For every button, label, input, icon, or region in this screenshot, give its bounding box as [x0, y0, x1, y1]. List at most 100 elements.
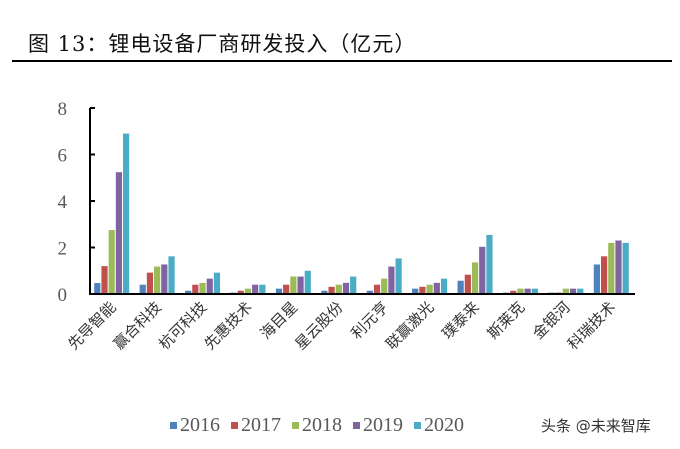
category-label: 先惠技术 [201, 298, 256, 353]
bar [524, 288, 531, 294]
bar [199, 282, 206, 294]
bar-group [230, 284, 266, 294]
legend-swatch-icon [170, 422, 177, 429]
figure-title: 图 13：锂电设备厂商研发投入（亿元） [28, 32, 417, 56]
bar [213, 272, 221, 294]
bar [101, 266, 108, 294]
legend-item: 2016 [170, 414, 220, 437]
bar [608, 242, 615, 294]
bar [350, 276, 357, 294]
bar-group [593, 240, 629, 294]
legend-swatch-icon [353, 422, 360, 429]
watermark: 头条 @未来智库 [541, 417, 651, 435]
bar [471, 262, 479, 294]
bar-group [366, 258, 402, 294]
y-tick-label: 6 [58, 146, 68, 167]
bar [342, 282, 350, 294]
category-label: 斯莱克 [484, 298, 529, 343]
category-label: 联赢激光 [382, 298, 437, 353]
legend-swatch-icon [414, 422, 421, 429]
legend-item: 2019 [353, 414, 403, 437]
bar [328, 286, 335, 294]
legend-swatch-icon [231, 422, 238, 429]
category-label: 璞泰来 [438, 298, 483, 343]
bar [562, 288, 569, 294]
y-tick-label: 0 [58, 285, 68, 306]
bar [108, 230, 115, 294]
bar [531, 288, 538, 294]
y-axis: 0 2 4 6 8 [58, 99, 95, 306]
bar [192, 284, 199, 294]
bars [94, 133, 629, 294]
bar [615, 240, 622, 294]
legend-label: 2018 [302, 414, 342, 436]
bar [290, 276, 297, 294]
bar [433, 282, 440, 294]
legend-swatch-icon [292, 422, 299, 429]
category-label: 先导智能 [64, 298, 119, 353]
bar [577, 288, 584, 294]
title-rule [12, 60, 672, 62]
bar [335, 284, 342, 294]
bar [457, 280, 464, 294]
bar [517, 288, 524, 294]
bar [206, 278, 213, 294]
bar [154, 266, 161, 294]
bar-group [139, 256, 175, 294]
bar [244, 288, 252, 294]
bar [168, 256, 175, 294]
legend-item: 2020 [414, 414, 464, 437]
bar [440, 278, 448, 294]
bar [412, 288, 419, 294]
category-label: 科瑞技术 [564, 298, 619, 353]
bar [366, 290, 373, 294]
bar [275, 288, 283, 294]
legend-label: 2017 [241, 414, 281, 436]
category-label: 星云股份 [291, 298, 346, 353]
bar [510, 290, 517, 294]
category-label: 海目星 [257, 298, 302, 343]
bar-group [412, 278, 448, 294]
bar [600, 256, 608, 294]
bar [395, 258, 402, 294]
legend-item: 2018 [292, 414, 342, 437]
bar [321, 290, 328, 294]
bar [381, 278, 388, 294]
y-tick-label: 8 [58, 99, 68, 120]
bar [259, 284, 266, 294]
bar [593, 264, 600, 294]
bar [283, 284, 290, 294]
bar [94, 283, 101, 294]
bar [622, 242, 629, 294]
bar-group [275, 270, 311, 294]
legend: 2016 2017 2018 2019 2020 [170, 414, 475, 437]
legend-label: 2016 [180, 414, 220, 436]
bar [297, 276, 304, 294]
bar [146, 272, 154, 294]
legend-label: 2019 [363, 414, 403, 436]
bar-group [321, 276, 357, 294]
legend-label: 2020 [424, 414, 464, 436]
bar [464, 274, 471, 294]
bar [185, 290, 192, 294]
bar [426, 284, 433, 294]
bar [304, 270, 311, 294]
bar [115, 172, 123, 294]
bar [479, 246, 486, 294]
bar [388, 266, 395, 294]
bar [139, 284, 146, 294]
bar [373, 284, 381, 294]
bar [123, 133, 130, 294]
y-tick-label: 2 [58, 239, 68, 260]
category-label: 金银河 [529, 298, 574, 343]
bar [161, 264, 168, 294]
bar [419, 286, 426, 294]
bar-group [457, 234, 493, 294]
bar [237, 290, 244, 294]
bar [569, 288, 577, 294]
category-label: 赢合科技 [110, 298, 165, 353]
bar [486, 234, 493, 294]
category-label: 利元亨 [347, 298, 392, 343]
